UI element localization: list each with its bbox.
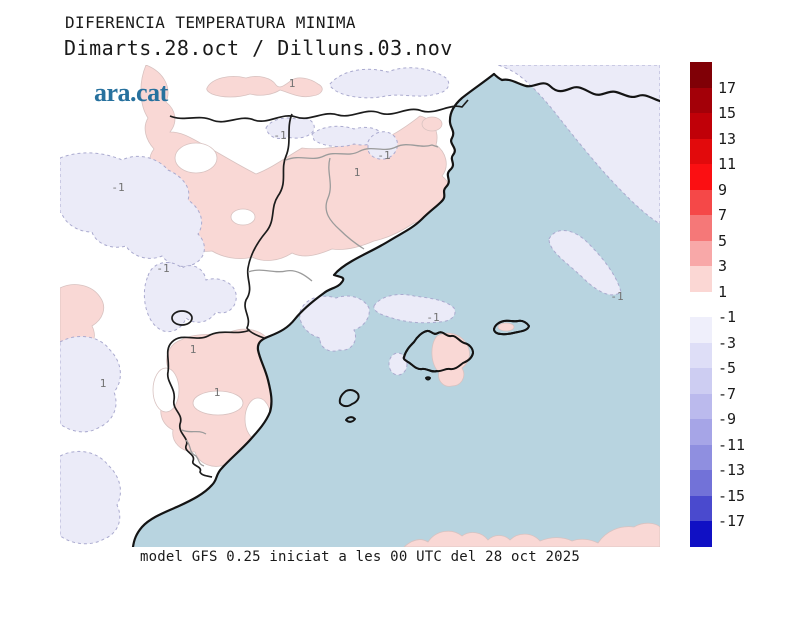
contour-label: 1 [100,377,107,390]
colorbar-cell [690,62,712,88]
neutral-hole [175,143,217,173]
colorbar-cell [690,445,712,471]
colorbar-cell [690,113,712,139]
contour-label: -1 [426,311,439,324]
contour-label: -1 [610,290,623,303]
warm-region-menorca [498,323,514,331]
neutral-hole [231,209,255,225]
colorbar-label: -3 [718,334,736,352]
colorbar-label: 17 [718,79,736,97]
contour-label: 1 [354,166,361,179]
colorbar-cell [690,521,712,547]
colorbar-label: -7 [718,385,736,403]
colorbar-cell [690,394,712,420]
colorbar-cell [690,368,712,394]
colorbar-cell [690,496,712,522]
colorbar-label: -13 [718,461,745,479]
model-caption: model GFS 0.25 iniciat a les 00 UTC del … [60,549,660,565]
temperature-colorbar [690,62,712,547]
warm-region-pyrenees-band [207,76,323,97]
contour-label: 1 [214,386,221,399]
contour-label: 1 [190,343,197,356]
weather-map-page: DIFERENCIA TEMPERATURA MINIMA Dimarts.28… [0,0,800,617]
colorbar-cell [690,343,712,369]
colorbar-cell [690,470,712,496]
colorbar-label: -1 [718,308,736,326]
colorbar-cell [690,164,712,190]
colorbar-cell [690,317,712,343]
colorbar-label: 11 [718,155,736,173]
colorbar-cell [690,215,712,241]
colorbar-label: -11 [718,436,745,454]
warm-region-france-coast [422,117,442,131]
contour-label: -1 [273,129,286,142]
contour-label: -1 [377,149,390,162]
colorbar-label: 3 [718,257,727,275]
colorbar-label: -17 [718,512,745,530]
colorbar-cell [690,190,712,216]
colorbar-cell [690,241,712,267]
colorbar-cell [690,139,712,165]
colorbar-cell [690,292,712,318]
colorbar-label: 9 [718,181,727,199]
colorbar-label: 7 [718,206,727,224]
brand-logo: ara.cat [94,78,168,108]
colorbar-label: 1 [718,283,727,301]
colorbar-label: -5 [718,359,736,377]
contour-label: -1 [111,181,124,194]
colorbar-label: -9 [718,410,736,428]
colorbar-cell [690,266,712,292]
cool-region-southwest-upper [60,336,120,431]
contour-label: 1 [289,77,296,90]
colorbar-label: 5 [718,232,727,250]
colorbar-cell [690,419,712,445]
contour-label: -1 [156,262,169,275]
colorbar-cell [690,88,712,114]
colorbar-label: 15 [718,104,736,122]
colorbar-label: -15 [718,487,745,505]
colorbar-label: 13 [718,130,736,148]
